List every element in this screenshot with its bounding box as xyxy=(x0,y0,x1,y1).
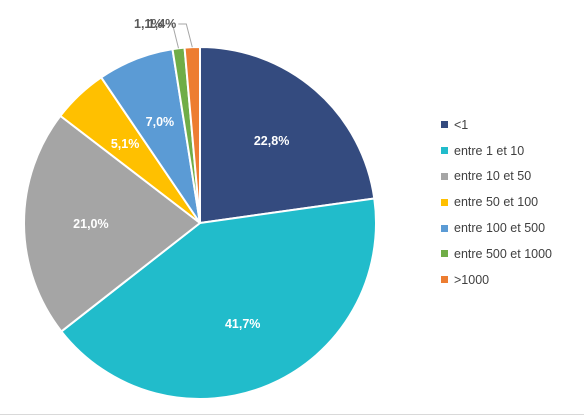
legend-label: entre 100 et 500 xyxy=(454,221,546,236)
legend-item: entre 500 et 1000 xyxy=(441,241,552,267)
legend-label: entre 1 et 10 xyxy=(454,143,525,158)
legend-item: <1 xyxy=(441,112,552,138)
data-label: 21,0% xyxy=(73,217,108,231)
legend-swatch xyxy=(441,198,448,206)
data-label: 1,4% xyxy=(148,17,177,31)
legend-swatch xyxy=(441,121,448,129)
pie-slice xyxy=(60,197,377,400)
pie-slice xyxy=(23,114,201,333)
legend-label: <1 xyxy=(454,117,469,132)
legend-swatch xyxy=(441,147,448,155)
legend-item: >1000 xyxy=(441,267,552,293)
legend-item: entre 100 et 500 xyxy=(441,215,552,241)
legend-label: entre 50 et 100 xyxy=(454,195,539,210)
legend-item: entre 10 et 50 xyxy=(441,164,552,190)
legend-label: entre 500 et 1000 xyxy=(454,246,552,261)
leader-line xyxy=(164,23,179,49)
legend-swatch xyxy=(441,224,448,232)
legend-item: entre 50 et 100 xyxy=(441,189,552,215)
data-label: 41,7% xyxy=(225,317,260,331)
legend-swatch xyxy=(441,250,448,258)
legend-item: entre 1 et 10 xyxy=(441,138,552,164)
data-label: 22,8% xyxy=(254,134,289,148)
legend-swatch xyxy=(441,276,448,284)
legend-label: entre 10 et 50 xyxy=(454,169,532,184)
data-label: 7,0% xyxy=(146,115,175,129)
legend: <1 entre 1 et 10 entre 10 et 50 entre 50… xyxy=(441,112,552,293)
legend-swatch xyxy=(441,172,448,180)
legend-label: >1000 xyxy=(454,272,490,287)
data-label: 1,1% xyxy=(134,17,163,31)
data-label: 5,1% xyxy=(111,137,140,151)
pie-slice xyxy=(199,46,376,224)
leader-line xyxy=(178,23,193,48)
